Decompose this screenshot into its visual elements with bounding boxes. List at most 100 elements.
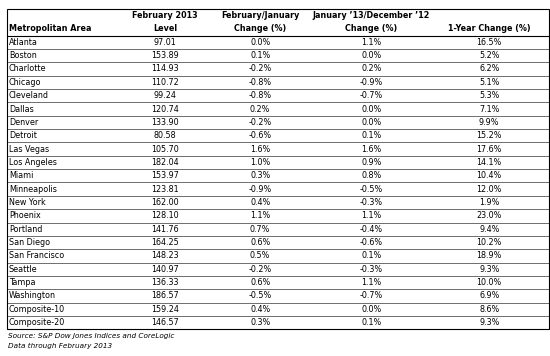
Text: 0.5%: 0.5% <box>250 251 270 260</box>
Text: 164.25: 164.25 <box>151 238 179 247</box>
Text: Portland: Portland <box>9 225 42 234</box>
Text: Tampa: Tampa <box>9 278 35 287</box>
Text: 17.6%: 17.6% <box>476 145 502 153</box>
Text: 8.6%: 8.6% <box>479 305 499 314</box>
Text: Detroit: Detroit <box>9 131 37 140</box>
Text: -0.8%: -0.8% <box>249 91 272 100</box>
Text: -0.3%: -0.3% <box>360 198 383 207</box>
Text: 0.1%: 0.1% <box>361 251 381 260</box>
Text: 99.24: 99.24 <box>154 91 177 100</box>
Text: 1-Year Change (%): 1-Year Change (%) <box>448 25 531 33</box>
Text: 159.24: 159.24 <box>151 305 179 314</box>
Text: 0.0%: 0.0% <box>250 38 270 47</box>
Text: Atlanta: Atlanta <box>9 38 37 47</box>
Text: Miami: Miami <box>9 171 33 180</box>
Text: 1.1%: 1.1% <box>250 211 270 220</box>
Text: 10.0%: 10.0% <box>477 278 502 287</box>
Text: 23.0%: 23.0% <box>476 211 502 220</box>
Text: 10.2%: 10.2% <box>476 238 502 247</box>
Text: -0.8%: -0.8% <box>249 78 272 87</box>
Text: Level: Level <box>153 25 177 33</box>
Text: 12.0%: 12.0% <box>476 185 502 194</box>
Text: Washington: Washington <box>9 292 56 300</box>
Text: 0.4%: 0.4% <box>250 198 270 207</box>
Text: 133.90: 133.90 <box>151 118 179 127</box>
Text: -0.6%: -0.6% <box>360 238 383 247</box>
Text: 128.10: 128.10 <box>151 211 179 220</box>
Text: 14.1%: 14.1% <box>477 158 502 167</box>
Text: 0.0%: 0.0% <box>361 305 381 314</box>
Text: 5.2%: 5.2% <box>479 51 499 60</box>
Text: 114.93: 114.93 <box>151 64 179 73</box>
Text: February/January: February/January <box>221 11 299 20</box>
Text: 1.1%: 1.1% <box>361 211 381 220</box>
Text: 182.04: 182.04 <box>151 158 179 167</box>
Text: -0.2%: -0.2% <box>249 265 272 274</box>
Text: Las Vegas: Las Vegas <box>9 145 49 153</box>
Text: Dallas: Dallas <box>9 105 34 114</box>
Text: Cleveland: Cleveland <box>9 91 49 100</box>
Text: San Francisco: San Francisco <box>9 251 64 260</box>
Text: 16.5%: 16.5% <box>476 38 502 47</box>
Text: 0.3%: 0.3% <box>250 318 270 327</box>
Text: 140.97: 140.97 <box>151 265 179 274</box>
Text: -0.5%: -0.5% <box>249 292 272 300</box>
Text: 5.1%: 5.1% <box>479 78 499 87</box>
Text: -0.7%: -0.7% <box>360 91 383 100</box>
Text: 136.33: 136.33 <box>151 278 179 287</box>
Text: -0.5%: -0.5% <box>360 185 383 194</box>
Text: February 2013: February 2013 <box>133 11 198 20</box>
Text: -0.3%: -0.3% <box>360 265 383 274</box>
Text: 153.97: 153.97 <box>151 171 179 180</box>
Text: 146.57: 146.57 <box>151 318 179 327</box>
Text: Minneapolis: Minneapolis <box>9 185 57 194</box>
Text: 97.01: 97.01 <box>154 38 177 47</box>
Text: Composite-10: Composite-10 <box>9 305 65 314</box>
Text: 9.4%: 9.4% <box>479 225 499 234</box>
Text: 120.74: 120.74 <box>151 105 179 114</box>
Text: 0.0%: 0.0% <box>361 118 381 127</box>
Text: -0.6%: -0.6% <box>249 131 272 140</box>
Text: 1.6%: 1.6% <box>250 145 270 153</box>
Text: 0.1%: 0.1% <box>250 51 270 60</box>
Text: 110.72: 110.72 <box>151 78 179 87</box>
Text: 1.0%: 1.0% <box>250 158 270 167</box>
Text: Los Angeles: Los Angeles <box>9 158 57 167</box>
Text: -0.4%: -0.4% <box>360 225 383 234</box>
Text: 0.6%: 0.6% <box>250 278 270 287</box>
Text: Data through February 2013: Data through February 2013 <box>8 343 112 349</box>
Text: 1.1%: 1.1% <box>361 38 381 47</box>
Text: 9.3%: 9.3% <box>479 265 499 274</box>
Text: Phoenix: Phoenix <box>9 211 41 220</box>
Text: 0.2%: 0.2% <box>250 105 270 114</box>
Text: 162.00: 162.00 <box>151 198 179 207</box>
Text: 9.3%: 9.3% <box>479 318 499 327</box>
Text: 1.9%: 1.9% <box>479 198 499 207</box>
Text: 105.70: 105.70 <box>151 145 179 153</box>
Text: Metropolitan Area: Metropolitan Area <box>9 25 91 33</box>
Text: 0.0%: 0.0% <box>361 51 381 60</box>
Text: 141.76: 141.76 <box>151 225 179 234</box>
Text: 148.23: 148.23 <box>151 251 179 260</box>
Text: 6.9%: 6.9% <box>479 292 499 300</box>
Text: 7.1%: 7.1% <box>479 105 499 114</box>
Text: 0.3%: 0.3% <box>250 171 270 180</box>
Text: 5.3%: 5.3% <box>479 91 499 100</box>
Text: 1.1%: 1.1% <box>361 278 381 287</box>
Text: 10.4%: 10.4% <box>477 171 502 180</box>
Text: 15.2%: 15.2% <box>476 131 502 140</box>
Text: 153.89: 153.89 <box>151 51 179 60</box>
Text: Change (%): Change (%) <box>234 25 286 33</box>
Text: 0.7%: 0.7% <box>250 225 270 234</box>
Text: Denver: Denver <box>9 118 38 127</box>
Text: -0.9%: -0.9% <box>249 185 272 194</box>
Text: Charlotte: Charlotte <box>9 64 46 73</box>
Text: Source: S&P Dow Jones Indices and CoreLogic: Source: S&P Dow Jones Indices and CoreLo… <box>8 333 175 339</box>
Text: 0.0%: 0.0% <box>361 105 381 114</box>
Text: 1.6%: 1.6% <box>361 145 381 153</box>
Text: 186.57: 186.57 <box>151 292 179 300</box>
Text: Boston: Boston <box>9 51 36 60</box>
Text: Chicago: Chicago <box>9 78 41 87</box>
Text: Change (%): Change (%) <box>345 25 398 33</box>
Text: -0.9%: -0.9% <box>360 78 383 87</box>
